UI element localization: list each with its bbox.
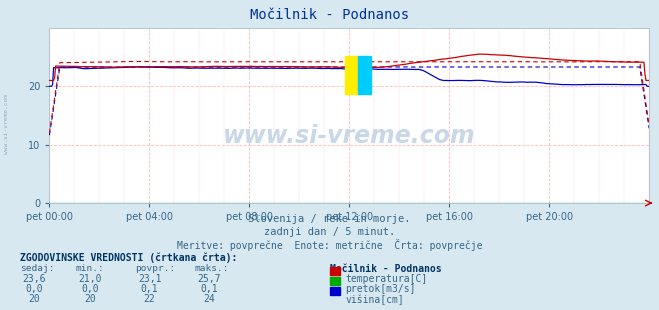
Text: temperatura[C]: temperatura[C]	[345, 274, 428, 284]
Text: sedaj:: sedaj:	[20, 264, 54, 273]
Text: Močilnik - Podnanos: Močilnik - Podnanos	[330, 264, 441, 274]
Text: 23,6: 23,6	[22, 274, 46, 284]
FancyBboxPatch shape	[345, 56, 358, 95]
Text: 24: 24	[203, 294, 215, 304]
Text: 20: 20	[28, 294, 40, 304]
Text: Slovenija / reke in morje.: Slovenija / reke in morje.	[248, 214, 411, 224]
Text: 23,1: 23,1	[138, 274, 161, 284]
Text: 0,1: 0,1	[141, 284, 158, 294]
Text: www.si-vreme.com: www.si-vreme.com	[4, 94, 9, 154]
Text: višina[cm]: višina[cm]	[345, 294, 404, 305]
Text: 0,0: 0,0	[82, 284, 99, 294]
Text: www.si-vreme.com: www.si-vreme.com	[223, 125, 476, 148]
Text: ZGODOVINSKE VREDNOSTI (črtkana črta):: ZGODOVINSKE VREDNOSTI (črtkana črta):	[20, 253, 237, 263]
Text: Močilnik - Podnanos: Močilnik - Podnanos	[250, 8, 409, 22]
FancyBboxPatch shape	[358, 56, 372, 95]
Text: min.:: min.:	[76, 264, 105, 273]
Text: Meritve: povprečne  Enote: metrične  Črta: povprečje: Meritve: povprečne Enote: metrične Črta:…	[177, 239, 482, 251]
Text: 20: 20	[84, 294, 96, 304]
Text: pretok[m3/s]: pretok[m3/s]	[345, 284, 416, 294]
Text: 22: 22	[144, 294, 156, 304]
Text: 0,1: 0,1	[200, 284, 217, 294]
Text: maks.:: maks.:	[194, 264, 229, 273]
Text: zadnji dan / 5 minut.: zadnji dan / 5 minut.	[264, 227, 395, 237]
Text: 0,0: 0,0	[26, 284, 43, 294]
Text: 21,0: 21,0	[78, 274, 102, 284]
Text: povpr.:: povpr.:	[135, 264, 175, 273]
Text: 25,7: 25,7	[197, 274, 221, 284]
